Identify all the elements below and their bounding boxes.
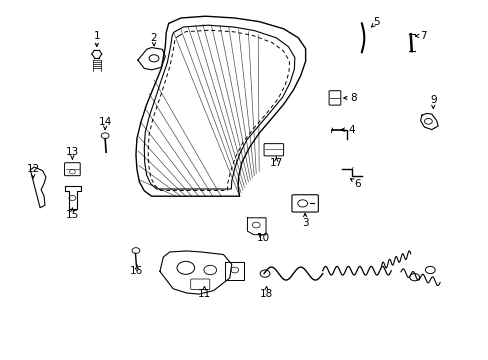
Text: 10: 10 xyxy=(256,233,269,243)
Text: 11: 11 xyxy=(197,289,211,300)
Text: 1: 1 xyxy=(93,31,100,41)
Text: 6: 6 xyxy=(354,179,361,189)
Text: 17: 17 xyxy=(269,158,283,168)
Text: 16: 16 xyxy=(130,266,143,276)
Text: 3: 3 xyxy=(301,218,308,228)
Text: 5: 5 xyxy=(372,17,379,27)
Text: 13: 13 xyxy=(65,147,79,157)
Text: 9: 9 xyxy=(429,95,436,105)
Text: 7: 7 xyxy=(419,31,426,41)
Text: 18: 18 xyxy=(259,289,273,300)
Text: 12: 12 xyxy=(26,164,40,174)
Text: 15: 15 xyxy=(65,210,79,220)
Text: 4: 4 xyxy=(348,125,355,135)
Text: 2: 2 xyxy=(150,33,157,43)
Text: 8: 8 xyxy=(350,93,357,103)
Text: 14: 14 xyxy=(98,117,112,127)
